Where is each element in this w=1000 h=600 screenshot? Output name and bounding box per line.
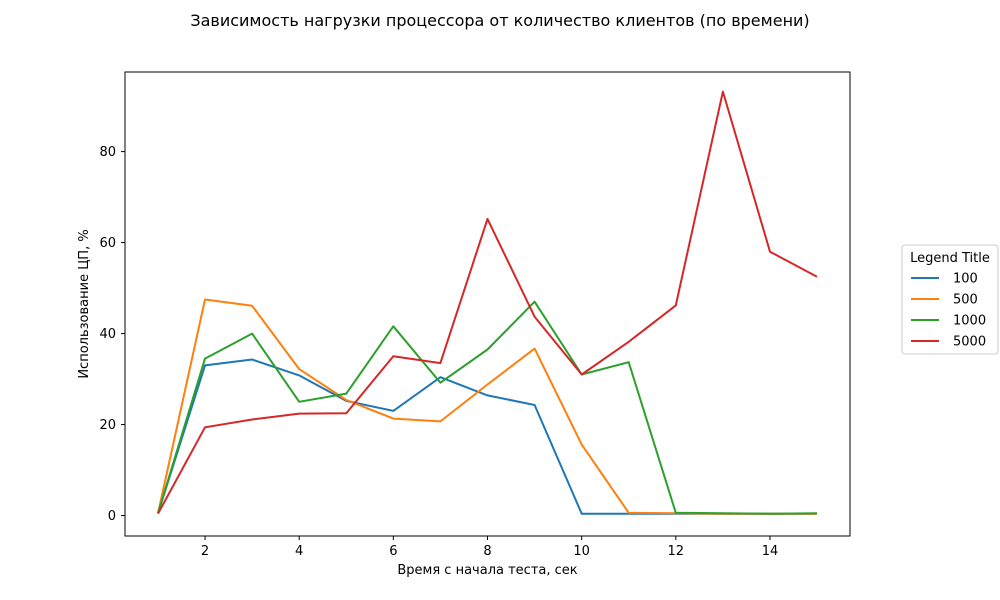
chart-title: Зависимость нагрузки процессора от колич… [190, 11, 809, 30]
x-tick-label: 12 [668, 544, 685, 559]
legend-title: Legend Title [910, 251, 990, 266]
x-tick-label: 6 [389, 544, 397, 559]
series-line-100 [157, 358, 817, 515]
y-axis: 0 20 40 60 80 [99, 145, 125, 524]
y-tick-label: 40 [99, 327, 116, 342]
x-tick-label: 14 [762, 544, 779, 559]
legend-label-1000: 1000 [953, 314, 986, 329]
y-tick-label: 0 [108, 509, 116, 524]
legend-frame [901, 244, 999, 355]
x-axis: 2 4 6 8 10 12 14 [201, 536, 778, 559]
legend: Legend Title 100 500 1000 5000 [901, 244, 999, 355]
legend-label-100: 100 [953, 272, 978, 287]
x-tick-label: 10 [573, 544, 590, 559]
series-line-5000 [157, 90, 818, 515]
legend-items: 100 500 1000 5000 [911, 272, 986, 350]
legend-label-500: 500 [953, 293, 978, 308]
series-line-500 [157, 298, 817, 515]
legend-label-5000: 5000 [953, 335, 986, 350]
x-tick-label: 4 [295, 544, 303, 559]
series-layer [157, 90, 818, 515]
y-tick-label: 80 [99, 145, 116, 160]
y-tick-label: 60 [99, 236, 116, 251]
y-axis-label: Использование ЦП, % [77, 229, 92, 378]
x-tick-label: 8 [483, 544, 491, 559]
x-tick-label: 2 [201, 544, 209, 559]
x-axis-label: Время с начала теста, сек [397, 563, 577, 578]
series-line-1000 [157, 300, 818, 515]
y-tick-label: 20 [99, 418, 116, 433]
